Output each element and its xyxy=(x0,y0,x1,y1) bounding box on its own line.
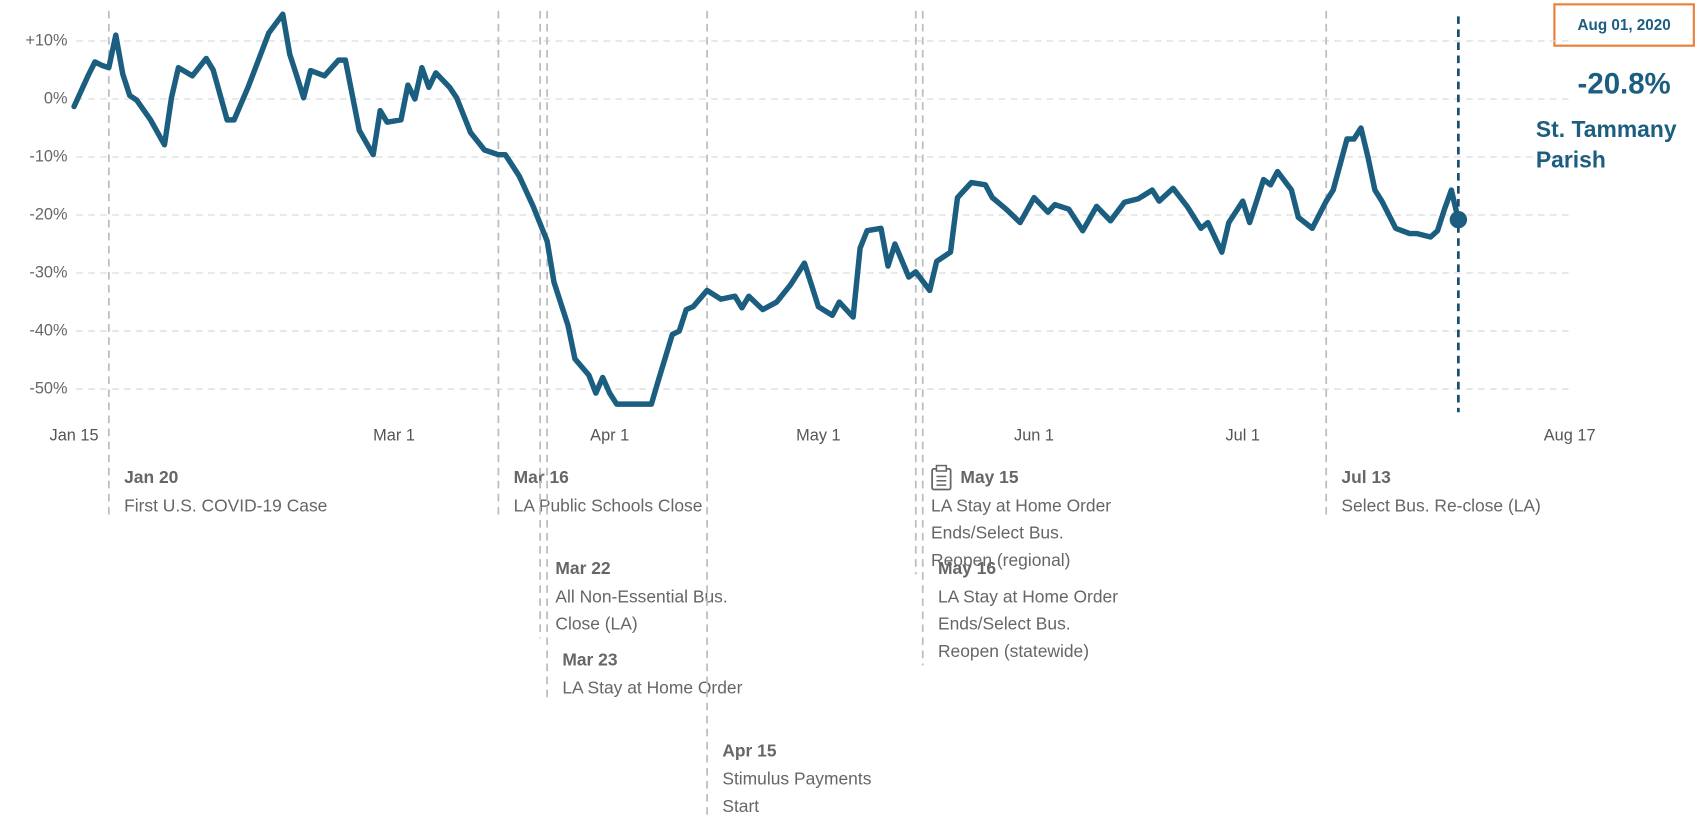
x-tick-label: Apr 1 xyxy=(590,427,629,445)
clipboard-icon xyxy=(931,464,952,491)
event-date: Mar 23 xyxy=(562,649,618,669)
event-text: LA Public Schools Close xyxy=(514,496,703,516)
highlight-dot xyxy=(1449,210,1468,229)
y-tick-label: +10% xyxy=(25,31,67,49)
event-text: Stimulus Payments xyxy=(722,769,871,789)
y-tick-label: -40% xyxy=(29,321,67,339)
series-name-box: St. Tammany Parish xyxy=(1535,117,1677,173)
event-date: Mar 22 xyxy=(555,558,610,578)
series-name: St. Tammany Parish xyxy=(1535,117,1677,173)
highlight-value: -20.8% xyxy=(1578,68,1671,101)
x-tick-label: Jan 15 xyxy=(50,427,99,445)
y-tick-label: -20% xyxy=(29,205,67,223)
event-date: Jan 20 xyxy=(124,467,178,487)
icon-clip xyxy=(935,464,948,472)
event-text: LA Stay at Home Order xyxy=(562,678,742,698)
event-text: LA Stay at Home Order xyxy=(938,587,1118,607)
event-text: Select Bus. Re-close (LA) xyxy=(1341,496,1540,516)
x-tick-label: Jun 1 xyxy=(1014,427,1054,445)
series-line xyxy=(71,11,1462,407)
event-text: Reopen (regional) xyxy=(931,550,1070,570)
event-text: First U.S. COVID-19 Case xyxy=(124,496,327,516)
x-tick-label: Mar 1 xyxy=(373,427,415,445)
event-text: LA Stay at Home Order xyxy=(931,496,1111,516)
event-date: Apr 15 xyxy=(722,740,777,760)
icon-body xyxy=(931,467,952,491)
event-date: Jul 13 xyxy=(1341,467,1391,487)
y-tick-label: -10% xyxy=(29,147,67,165)
event-text: Reopen (statewide) xyxy=(938,641,1089,661)
x-tick-label: Aug 17 xyxy=(1544,427,1596,445)
event-text: Start xyxy=(722,796,759,816)
x-tick-label: May 1 xyxy=(796,427,840,445)
event-text: Ends/Select Bus. xyxy=(931,523,1064,543)
y-tick-label: 0% xyxy=(44,89,68,107)
event-text: Ends/Select Bus. xyxy=(938,614,1071,634)
x-tick-label: Jul 1 xyxy=(1225,427,1259,445)
y-tick-label: -30% xyxy=(29,263,67,281)
event-text: All Non-Essential Bus. xyxy=(555,587,727,607)
y-tick-label: -50% xyxy=(29,379,67,397)
event-date: Mar 16 xyxy=(514,467,570,487)
highlight-date: Aug 01, 2020 xyxy=(1578,17,1671,34)
date-box xyxy=(1553,3,1695,47)
event-date: May 15 xyxy=(960,467,1018,487)
event-date: May 16 xyxy=(938,558,996,578)
event-text: Close (LA) xyxy=(555,614,637,634)
